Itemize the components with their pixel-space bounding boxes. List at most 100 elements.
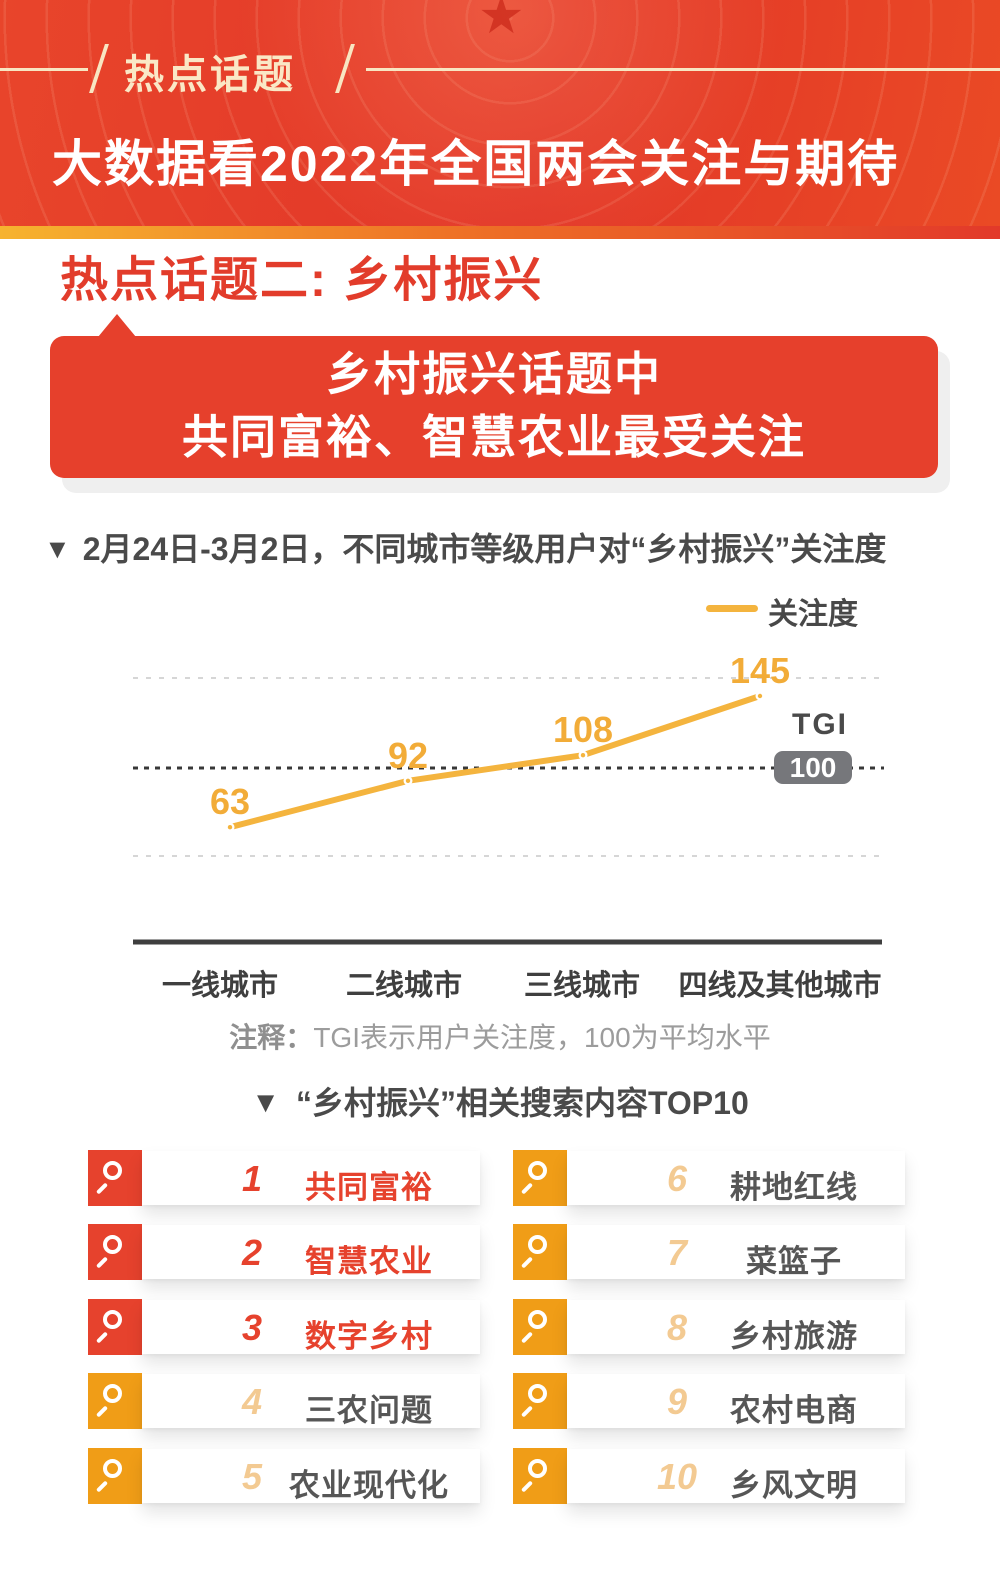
search-icon bbox=[528, 1161, 547, 1180]
rank-badge bbox=[513, 1224, 577, 1280]
tgi-line-chart bbox=[133, 677, 884, 945]
search-icon bbox=[103, 1235, 122, 1254]
rank-bar: 4 三农问题 bbox=[142, 1374, 480, 1428]
data-point-marker bbox=[757, 693, 763, 699]
gradient-divider bbox=[0, 226, 1000, 239]
top10-item-2: 2 智慧农业 bbox=[88, 1224, 480, 1282]
chart-title: ▼ 2月24日-3月2日，不同城市等级用户对“乡村振兴”关注度 bbox=[44, 524, 886, 570]
search-icon bbox=[103, 1459, 122, 1478]
rank-badge bbox=[513, 1373, 577, 1429]
data-point-label: 108 bbox=[552, 709, 614, 751]
rank-number: 4 bbox=[241, 1381, 263, 1422]
rank-label: 乡风文明 bbox=[730, 1468, 858, 1503]
rank-number: 6 bbox=[666, 1158, 688, 1199]
star-icon: ★ bbox=[478, 0, 525, 45]
rank-label: 共同富裕 bbox=[305, 1170, 433, 1205]
page-title: 大数据看2022年全国两会关注与期待 bbox=[52, 136, 900, 192]
x-axis-label-tier3: 三线城市 bbox=[523, 970, 640, 1002]
triangle-marker-icon: ▼ bbox=[44, 534, 71, 564]
legend-label: 关注度 bbox=[768, 598, 858, 631]
rank-number: 7 bbox=[666, 1232, 688, 1273]
x-axis-label-tier1: 一线城市 bbox=[161, 970, 278, 1002]
top10-section-title: ▼ “乡村振兴”相关搜索内容TOP10 bbox=[0, 1078, 1000, 1124]
slash-decor-left bbox=[89, 44, 109, 93]
data-point-label: 145 bbox=[729, 650, 791, 691]
search-icon bbox=[528, 1235, 547, 1254]
key-finding-banner: 乡村振兴话题中 共同富裕、智慧农业最受关注 bbox=[50, 314, 938, 478]
x-axis-label-tier4: 四线及其他城市 bbox=[678, 970, 882, 1002]
legend-line-swatch bbox=[706, 605, 758, 612]
rank-bar: 9 农村电商 bbox=[567, 1374, 905, 1428]
top10-item-7: 7 菜篮子 bbox=[513, 1224, 905, 1282]
chart-footnote: 注释：TGI表示用户关注度，100为平均水平 bbox=[0, 1016, 1000, 1056]
data-point-marker bbox=[227, 825, 233, 830]
chart-title-text: 2月24日-3月2日，不同城市等级用户对“乡村振兴”关注度 bbox=[82, 531, 887, 567]
footnote-prefix: 注释： bbox=[229, 1022, 314, 1053]
trend-line bbox=[227, 693, 763, 831]
rank-number: 9 bbox=[666, 1381, 688, 1422]
footnote-text: TGI表示用户关注度，100为平均水平 bbox=[313, 1022, 771, 1053]
rank-bar: 5 农业现代化 bbox=[142, 1449, 480, 1503]
top10-title-text: “乡村振兴”相关搜索内容TOP10 bbox=[295, 1085, 749, 1121]
rank-badge bbox=[513, 1150, 577, 1206]
rank-bar: 10 乡风文明 bbox=[567, 1449, 905, 1503]
header-tag-label: 热点话题 bbox=[124, 53, 296, 97]
tag-rule-left bbox=[0, 68, 88, 71]
search-icon bbox=[103, 1310, 122, 1329]
rank-badge bbox=[88, 1299, 152, 1355]
search-icon bbox=[528, 1310, 547, 1329]
rank-badge bbox=[513, 1448, 577, 1504]
rank-bar: 2 智慧农业 bbox=[142, 1225, 480, 1279]
tgi-100-badge: 100 bbox=[774, 751, 852, 784]
top10-item-5: 5 农业现代化 bbox=[88, 1448, 480, 1506]
data-point-label: 63 bbox=[209, 781, 251, 823]
rank-number: 8 bbox=[666, 1307, 688, 1348]
search-icon bbox=[103, 1384, 122, 1403]
rank-bar: 7 菜篮子 bbox=[567, 1225, 905, 1279]
top10-item-10: 10 乡风文明 bbox=[513, 1448, 905, 1506]
rank-number: 2 bbox=[241, 1232, 263, 1273]
rank-number: 3 bbox=[241, 1307, 263, 1348]
top10-item-8: 8 乡村旅游 bbox=[513, 1299, 905, 1357]
rank-label: 耕地红线 bbox=[730, 1170, 858, 1205]
rank-label: 乡村旅游 bbox=[730, 1319, 858, 1354]
banner-line1: 乡村振兴话题中 bbox=[326, 348, 662, 400]
tag-rule-right bbox=[366, 68, 1000, 71]
banner-text: 乡村振兴话题中 共同富裕、智慧农业最受关注 bbox=[50, 343, 938, 469]
slash-decor-right bbox=[335, 44, 355, 93]
rank-label: 菜篮子 bbox=[746, 1244, 842, 1279]
rank-bar: 1 共同富裕 bbox=[142, 1151, 480, 1205]
search-icon bbox=[103, 1161, 122, 1180]
rank-label: 农村电商 bbox=[730, 1393, 858, 1428]
search-icon bbox=[528, 1384, 547, 1403]
data-point-marker bbox=[580, 753, 586, 758]
rank-bar: 6 耕地红线 bbox=[567, 1151, 905, 1205]
header-banner: ★ 热点话题 大数据看2022年全国两会关注与期待 bbox=[0, 0, 1000, 226]
rank-badge bbox=[88, 1150, 152, 1206]
data-point-label: 92 bbox=[387, 734, 429, 776]
rank-badge bbox=[513, 1299, 577, 1355]
banner-pointer bbox=[98, 314, 136, 337]
search-icon bbox=[528, 1459, 547, 1478]
rank-number: 1 bbox=[241, 1158, 263, 1199]
x-axis-label-tier2: 二线城市 bbox=[345, 970, 462, 1002]
top10-item-9: 9 农村电商 bbox=[513, 1373, 905, 1431]
rank-badge bbox=[88, 1373, 152, 1429]
rank-number: 10 bbox=[656, 1456, 698, 1497]
rank-label: 智慧农业 bbox=[305, 1244, 433, 1279]
data-point-marker bbox=[405, 778, 411, 783]
tgi-axis-label: TGI bbox=[792, 708, 848, 741]
rank-badge bbox=[88, 1224, 152, 1280]
top10-item-6: 6 耕地红线 bbox=[513, 1150, 905, 1208]
rank-label: 农业现代化 bbox=[289, 1468, 449, 1503]
triangle-marker-icon: ▼ bbox=[251, 1087, 280, 1119]
top10-item-3: 3 数字乡村 bbox=[88, 1299, 480, 1357]
top10-item-1: 1 共同富裕 bbox=[88, 1150, 480, 1208]
rank-bar: 3 数字乡村 bbox=[142, 1300, 480, 1354]
rank-number: 5 bbox=[241, 1456, 263, 1497]
rank-badge bbox=[88, 1448, 152, 1504]
rank-bar: 8 乡村旅游 bbox=[567, 1300, 905, 1354]
top10-item-4: 4 三农问题 bbox=[88, 1373, 480, 1431]
banner-line2: 共同富裕、智慧农业最受关注 bbox=[182, 411, 806, 463]
